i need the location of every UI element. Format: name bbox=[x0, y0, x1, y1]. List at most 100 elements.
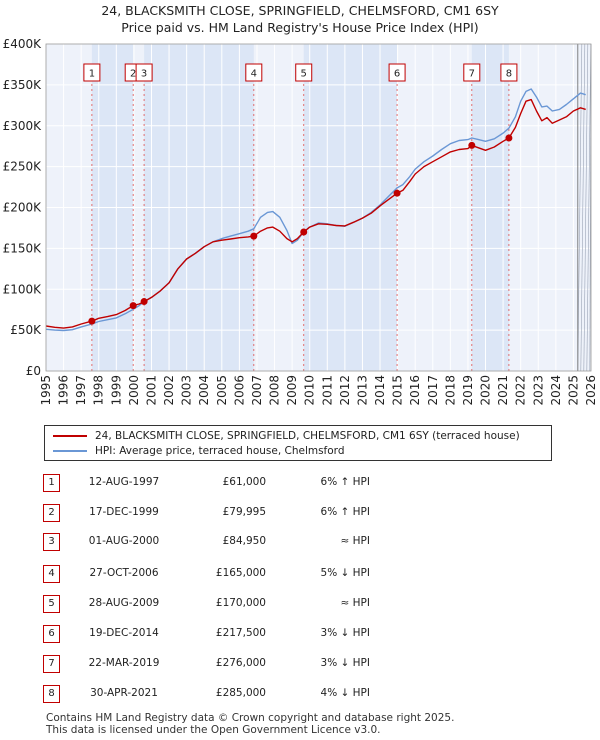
sale-point bbox=[468, 141, 476, 149]
y-tick-label: £200K bbox=[3, 201, 43, 215]
transaction-date: 19-DEC-2014 bbox=[89, 627, 159, 639]
x-tick-label: 2015 bbox=[391, 375, 405, 406]
x-tick-label: 2006 bbox=[232, 375, 246, 406]
x-tick-label: 2005 bbox=[215, 375, 229, 406]
transaction-price: £276,000 bbox=[215, 657, 266, 669]
sale-label-box bbox=[135, 63, 153, 82]
x-tick-label: 2011 bbox=[320, 375, 334, 406]
transaction-number: 7 bbox=[43, 655, 60, 673]
footer-attribution: Contains HM Land Registry data © Crown c… bbox=[46, 712, 454, 736]
forecast-hatch-line bbox=[583, 43, 589, 372]
legend-swatch-property bbox=[53, 435, 87, 437]
table-row: 2 17-DEC-1999 £79,995 6% ↑ HPI bbox=[0, 504, 600, 524]
x-tick-label: 2004 bbox=[197, 375, 211, 406]
x-tick-label: 2021 bbox=[496, 375, 510, 406]
x-tick-label: 1996 bbox=[57, 375, 71, 406]
x-tick-label: 2014 bbox=[373, 375, 387, 406]
x-tick-label: 2017 bbox=[426, 375, 440, 406]
transaction-price: £217,500 bbox=[215, 627, 266, 639]
sale-label: 8 bbox=[506, 69, 512, 80]
y-tick-label: £300K bbox=[3, 119, 43, 133]
transaction-date: 17-DEC-1999 bbox=[89, 506, 159, 518]
transaction-number: 2 bbox=[43, 504, 60, 522]
transaction-date: 22-MAR-2019 bbox=[88, 657, 160, 669]
x-tick-label: 2019 bbox=[461, 375, 475, 406]
x-tick-label: 1997 bbox=[74, 375, 88, 406]
sale-label: 4 bbox=[251, 69, 257, 80]
chart-title-line1: 24, BLACKSMITH CLOSE, SPRINGFIELD, CHELM… bbox=[101, 3, 499, 18]
y-tick-label: £250K bbox=[3, 160, 43, 174]
sale-point bbox=[505, 134, 513, 142]
transaction-price: £285,000 bbox=[215, 687, 266, 699]
transaction-date: 01-AUG-2000 bbox=[88, 535, 160, 547]
x-tick-label: 2022 bbox=[514, 375, 528, 406]
transaction-hpi-comparison: 6% ↑ HPI bbox=[320, 506, 370, 518]
legend-swatch-hpi bbox=[53, 450, 87, 452]
x-tick-label: 1995 bbox=[39, 375, 53, 406]
transaction-hpi-comparison: 5% ↓ HPI bbox=[320, 567, 370, 579]
transaction-number: 8 bbox=[43, 685, 60, 703]
transaction-price: £170,000 bbox=[215, 597, 266, 609]
legend: 24, BLACKSMITH CLOSE, SPRINGFIELD, CHELM… bbox=[44, 425, 552, 461]
transaction-hpi-comparison: ≈ HPI bbox=[340, 597, 370, 609]
transaction-number: 4 bbox=[43, 565, 60, 583]
x-tick-label: 2010 bbox=[303, 375, 317, 406]
sale-label: 6 bbox=[394, 69, 400, 80]
transaction-hpi-comparison: 4% ↓ HPI bbox=[320, 687, 370, 699]
table-row: 5 28-AUG-2009 £170,000 ≈ HPI bbox=[0, 595, 600, 615]
sale-label: 3 bbox=[141, 69, 147, 80]
x-tick-label: 2002 bbox=[162, 375, 176, 406]
x-tick-label: 2025 bbox=[566, 375, 580, 406]
legend-item-hpi: HPI: Average price, terraced house, Chel… bbox=[53, 444, 344, 458]
sale-label: 7 bbox=[469, 69, 475, 80]
sale-point bbox=[393, 189, 401, 197]
gridlines bbox=[45, 43, 592, 372]
x-tick-label: 2001 bbox=[144, 375, 158, 406]
x-tick-label: 2016 bbox=[408, 375, 422, 406]
transaction-price: £79,995 bbox=[222, 506, 266, 518]
chart-title-line2: Price paid vs. HM Land Registry's House … bbox=[121, 20, 479, 35]
forecast-hatch-line bbox=[577, 43, 583, 372]
x-tick-label: 2012 bbox=[338, 375, 352, 406]
table-row: 4 27-OCT-2006 £165,000 5% ↓ HPI bbox=[0, 565, 600, 585]
transaction-number: 6 bbox=[43, 625, 60, 643]
sale-point bbox=[129, 302, 137, 310]
sale-label-box bbox=[500, 63, 518, 82]
sale-label-box bbox=[245, 63, 263, 82]
x-axis-ticks: 1995 1996 1997 1998 1999 2000 2001 2002 2003 2004… bbox=[39, 375, 598, 406]
sale-marker-lines bbox=[91, 64, 510, 371]
x-tick-label: 2024 bbox=[549, 375, 563, 406]
table-row: 7 22-MAR-2019 £276,000 3% ↓ HPI bbox=[0, 655, 600, 675]
x-tick-label: 2008 bbox=[268, 375, 282, 406]
forecast-hatch-line bbox=[580, 43, 586, 372]
y-tick-label: £0 bbox=[26, 364, 41, 378]
sale-label-box bbox=[295, 63, 313, 82]
x-tick-label: 2009 bbox=[285, 375, 299, 406]
x-tick-label: 1998 bbox=[92, 375, 106, 406]
forecast-hatch-line bbox=[586, 43, 592, 372]
transaction-date: 30-APR-2021 bbox=[90, 687, 158, 699]
sale-label: 1 bbox=[89, 69, 95, 80]
y-tick-label: £350K bbox=[3, 78, 43, 92]
x-tick-label: 2020 bbox=[479, 375, 493, 406]
footer-line2: This data is licensed under the Open Gov… bbox=[46, 724, 381, 736]
sale-point bbox=[88, 317, 96, 325]
legend-label-hpi: HPI: Average price, terraced house, Chel… bbox=[95, 445, 345, 457]
x-tick-label: 2003 bbox=[180, 375, 194, 406]
x-tick-label: 2018 bbox=[443, 375, 457, 406]
table-row: 1 12-AUG-1997 £61,000 6% ↑ HPI bbox=[0, 474, 600, 494]
legend-item-property: 24, BLACKSMITH CLOSE, SPRINGFIELD, CHELM… bbox=[53, 429, 520, 443]
transaction-date: 27-OCT-2006 bbox=[89, 567, 159, 579]
transaction-number: 1 bbox=[43, 474, 60, 492]
sale-points bbox=[88, 134, 513, 325]
sale-label-box bbox=[388, 63, 406, 82]
table-row: 3 01-AUG-2000 £84,950 ≈ HPI bbox=[0, 533, 600, 553]
transaction-date: 28-AUG-2009 bbox=[88, 597, 160, 609]
sale-point bbox=[140, 298, 148, 306]
sale-label-box bbox=[463, 63, 481, 82]
y-axis-ticks: £0 £50K £100K £150K £200K £250K £300K £350K £400… bbox=[3, 37, 43, 378]
transaction-hpi-comparison: 3% ↓ HPI bbox=[320, 627, 370, 639]
y-tick-label: £100K bbox=[3, 282, 43, 296]
